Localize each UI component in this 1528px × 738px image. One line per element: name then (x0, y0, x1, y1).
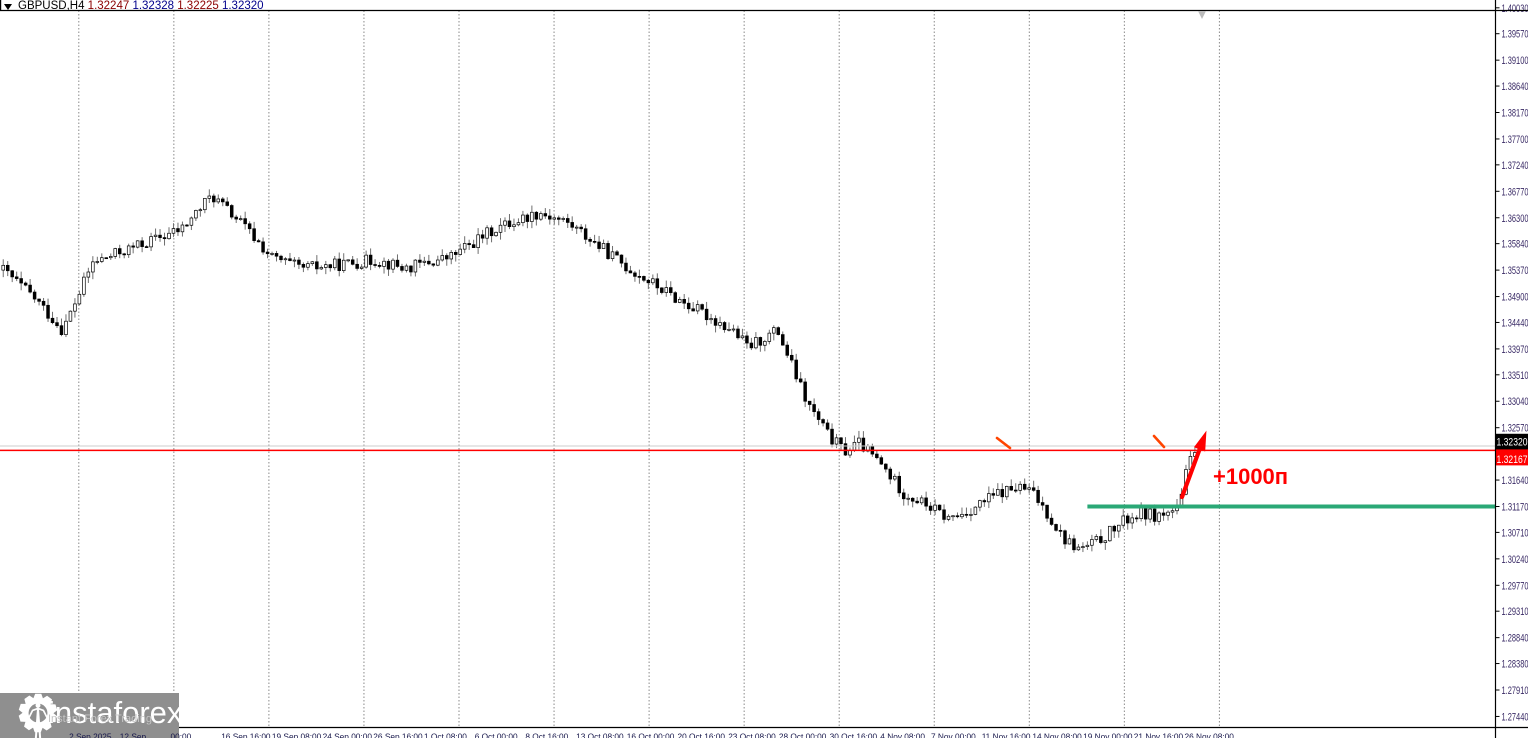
svg-text:21 Nov 16:00: 21 Nov 16:00 (1134, 732, 1184, 738)
svg-text:1.38170: 1.38170 (1502, 108, 1528, 120)
svg-text:1.40030: 1.40030 (1502, 3, 1528, 15)
svg-text:14 Nov 08:00: 14 Nov 08:00 (1032, 732, 1082, 738)
svg-text:30 Oct 16:00: 30 Oct 16:00 (830, 732, 878, 738)
svg-text:1.29310: 1.29310 (1502, 606, 1528, 618)
svg-text:1.28380: 1.28380 (1502, 659, 1528, 671)
svg-text:23 Oct 08:00: 23 Oct 08:00 (728, 732, 776, 738)
svg-text:+1000п: +1000п (1213, 464, 1288, 489)
svg-text:1.31170: 1.31170 (1502, 502, 1528, 514)
svg-text:12 Sep: 12 Sep (120, 732, 147, 738)
svg-text:1.28840: 1.28840 (1502, 633, 1528, 645)
svg-text:26 Sep 16:00: 26 Sep 16:00 (373, 732, 423, 738)
svg-text:24 Sep 00:00: 24 Sep 00:00 (323, 732, 373, 738)
svg-text:1.31640: 1.31640 (1502, 475, 1528, 487)
svg-text:Instant Forex Trading: Instant Forex Trading (48, 713, 152, 725)
svg-text:1.39570: 1.39570 (1502, 29, 1528, 41)
svg-text:4 Nov 08:00: 4 Nov 08:00 (880, 732, 925, 738)
svg-text:1.37240: 1.37240 (1502, 160, 1528, 172)
svg-text:00:00: 00:00 (171, 732, 192, 738)
svg-text:13 Oct 08:00: 13 Oct 08:00 (576, 732, 624, 738)
svg-text:1.29770: 1.29770 (1502, 580, 1528, 592)
svg-text:19 Sep 08:00: 19 Sep 08:00 (272, 732, 322, 738)
svg-text:16 Sep 16:00: 16 Sep 16:00 (221, 732, 271, 738)
svg-text:1.33040: 1.33040 (1502, 396, 1528, 408)
svg-text:7 Nov 00:00: 7 Nov 00:00 (931, 732, 976, 738)
svg-text:2 Sep 2025: 2 Sep 2025 (69, 732, 112, 738)
svg-text:1.30240: 1.30240 (1502, 554, 1528, 566)
svg-text:1.37700: 1.37700 (1502, 134, 1528, 146)
svg-text:28 Oct 00:00: 28 Oct 00:00 (779, 732, 827, 738)
svg-text:1.32570: 1.32570 (1502, 423, 1528, 435)
svg-text:1.34440: 1.34440 (1502, 317, 1528, 329)
svg-text:1.30710: 1.30710 (1502, 527, 1528, 539)
svg-text:1 Oct 08:00: 1 Oct 08:00 (424, 732, 467, 738)
svg-text:16 Oct 00:00: 16 Oct 00:00 (627, 732, 675, 738)
svg-text:11 Nov 16:00: 11 Nov 16:00 (982, 732, 1031, 738)
svg-text:1.36300: 1.36300 (1502, 213, 1528, 225)
svg-text:1.27440: 1.27440 (1502, 711, 1528, 723)
svg-text:6 Oct 00:00: 6 Oct 00:00 (475, 732, 518, 738)
svg-text:26 Nov 08:00: 26 Nov 08:00 (1185, 732, 1235, 738)
svg-text:1.33970: 1.33970 (1502, 344, 1528, 356)
svg-text:1.32320: 1.32320 (1497, 436, 1528, 448)
svg-text:1.34900: 1.34900 (1502, 292, 1528, 304)
svg-text:1.36770: 1.36770 (1502, 186, 1528, 198)
svg-text:1.38640: 1.38640 (1502, 81, 1528, 93)
svg-text:1.32167: 1.32167 (1497, 454, 1528, 466)
svg-text:8 Oct 16:00: 8 Oct 16:00 (525, 732, 568, 738)
svg-text:20 Oct 16:00: 20 Oct 16:00 (678, 732, 726, 738)
svg-text:1.35370: 1.35370 (1502, 265, 1528, 277)
svg-text:1.35840: 1.35840 (1502, 239, 1528, 251)
svg-text:1.27910: 1.27910 (1502, 685, 1528, 697)
svg-text:1.39100: 1.39100 (1502, 55, 1528, 67)
svg-text:GBPUSD,H4 1.32247 1.32328 1.3: GBPUSD,H4 1.32247 1.32328 1.32225 1.3232… (18, 0, 264, 12)
svg-text:19 Nov 00:00: 19 Nov 00:00 (1083, 732, 1133, 738)
svg-text:1.33510: 1.33510 (1502, 370, 1528, 382)
